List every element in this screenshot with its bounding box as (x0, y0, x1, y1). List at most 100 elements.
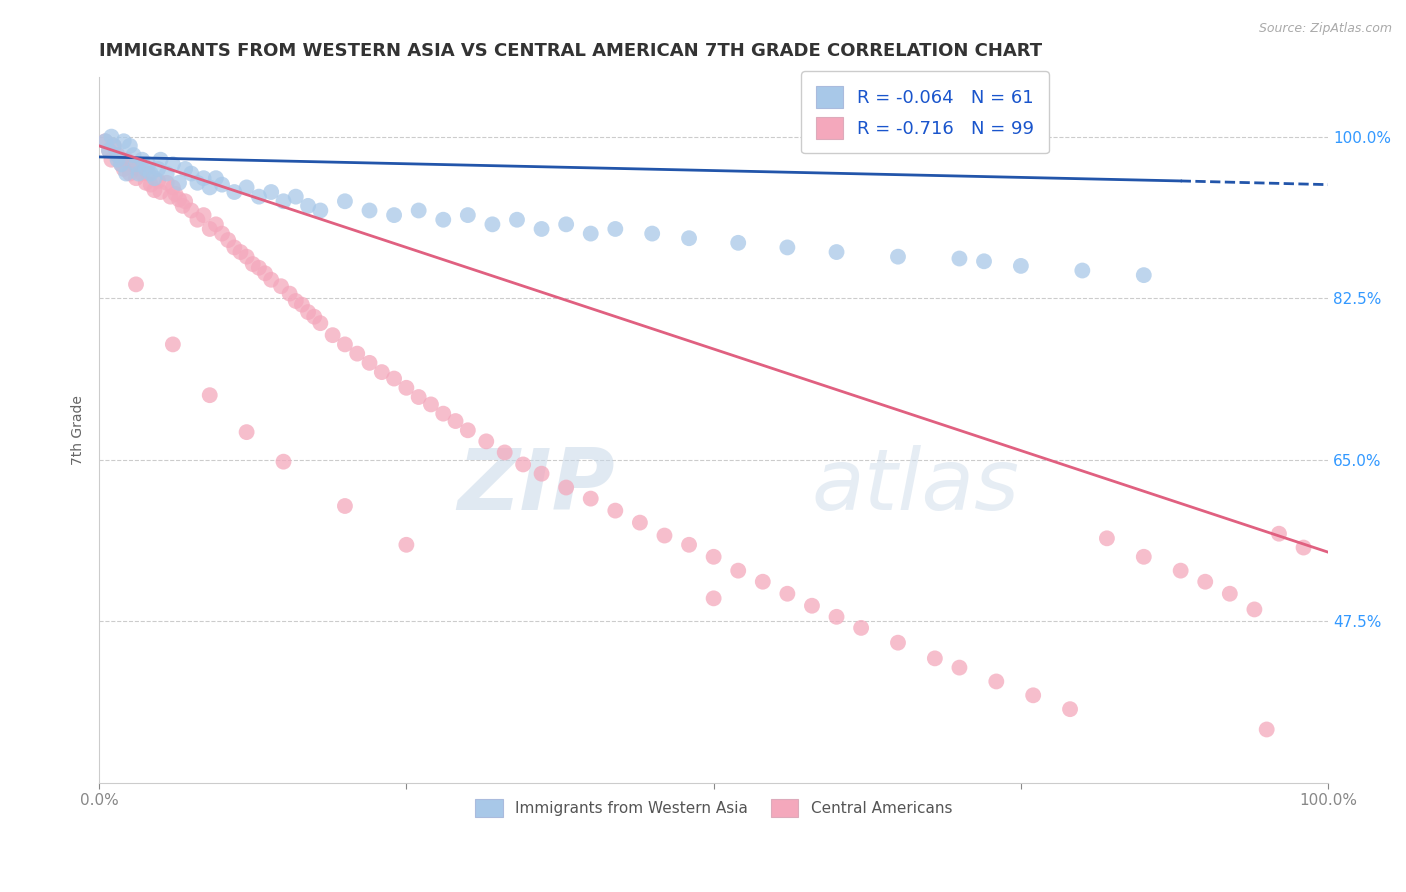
Point (727, 235, 749, 250)
Point (273, 455, 295, 469)
Point (115, 167, 138, 181)
Point (186, 176, 208, 190)
Point (371, 365, 394, 379)
Point (309, 203, 332, 218)
Point (107, 148, 129, 162)
Point (579, 227, 602, 241)
Point (149, 153, 172, 167)
Point (512, 458, 534, 472)
Point (1133, 268, 1156, 282)
Point (180, 203, 202, 218)
Point (333, 194, 356, 209)
Point (260, 273, 283, 287)
Point (135, 176, 157, 190)
Point (678, 538, 700, 552)
Point (1133, 549, 1156, 564)
Point (382, 371, 405, 385)
Point (948, 252, 970, 266)
Point (247, 260, 270, 275)
Point (146, 174, 169, 188)
Point (849, 621, 872, 635)
Point (260, 185, 283, 199)
Point (127, 161, 149, 176)
Point (457, 423, 479, 437)
Point (800, 599, 823, 613)
Point (1095, 532, 1118, 546)
Point (110, 157, 132, 171)
Point (273, 194, 295, 209)
Point (205, 171, 228, 186)
Point (118, 139, 141, 153)
Point (131, 167, 153, 181)
Point (530, 222, 553, 236)
Point (1059, 702, 1081, 716)
Point (333, 337, 356, 351)
Point (146, 161, 169, 176)
Point (973, 254, 995, 268)
Point (156, 167, 179, 181)
Point (167, 193, 190, 207)
Point (1268, 526, 1291, 541)
Point (159, 189, 181, 203)
Point (112, 134, 135, 148)
Point (110, 157, 132, 171)
Point (291, 298, 314, 312)
Point (887, 250, 910, 264)
Point (193, 208, 215, 222)
Text: atlas: atlas (811, 445, 1019, 528)
Point (1194, 574, 1216, 589)
Point (887, 635, 910, 649)
Point (247, 189, 270, 203)
Point (94, 134, 117, 148)
Point (1170, 564, 1192, 578)
Point (242, 257, 264, 271)
Point (1256, 723, 1278, 737)
Point (924, 651, 946, 665)
Point (149, 185, 172, 199)
Point (1022, 688, 1045, 702)
Point (333, 499, 356, 513)
Point (186, 212, 208, 227)
Point (776, 587, 799, 601)
Point (359, 203, 381, 218)
Point (302, 310, 325, 324)
Point (395, 538, 418, 552)
Point (174, 194, 197, 209)
Point (103, 139, 125, 153)
Point (217, 233, 239, 247)
Point (224, 240, 246, 254)
Point (309, 316, 332, 330)
Point (97, 144, 120, 158)
Point (297, 199, 319, 213)
Point (703, 549, 725, 564)
Point (122, 157, 145, 171)
Point (172, 199, 194, 213)
Point (1010, 259, 1032, 273)
Point (198, 180, 221, 194)
Point (278, 286, 301, 301)
Point (125, 157, 148, 171)
Point (112, 161, 135, 176)
Point (94, 134, 117, 148)
Point (115, 153, 138, 167)
Point (825, 609, 848, 624)
Point (198, 222, 221, 236)
Point (100, 129, 122, 144)
Point (481, 218, 503, 232)
Point (135, 161, 157, 176)
Point (752, 574, 775, 589)
Point (125, 171, 148, 186)
Point (107, 148, 129, 162)
Point (408, 203, 430, 218)
Point (97, 144, 120, 158)
Point (193, 171, 215, 186)
Point (395, 381, 418, 395)
Point (1219, 587, 1241, 601)
Point (162, 337, 184, 351)
Point (139, 167, 162, 181)
Point (211, 178, 233, 192)
Point (408, 390, 430, 404)
Point (555, 218, 578, 232)
Point (382, 208, 405, 222)
Legend: Immigrants from Western Asia, Central Americans: Immigrants from Western Asia, Central Am… (468, 791, 960, 825)
